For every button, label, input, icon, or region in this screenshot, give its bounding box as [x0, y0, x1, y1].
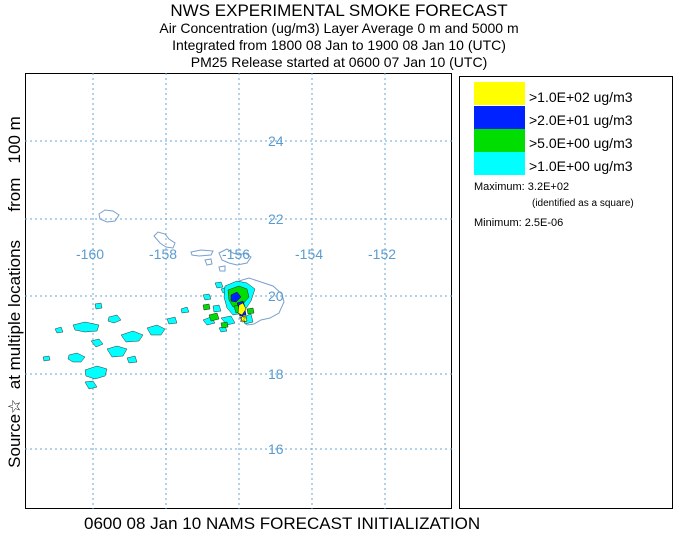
legend-label: >5.0E+00 ug/m3 — [529, 135, 633, 151]
legend-label: >1.0E+02 ug/m3 — [529, 89, 633, 105]
source-location-label: Source☆ at multiple locations from 100 m — [5, 116, 24, 468]
lat-label: 20 — [268, 288, 284, 304]
lanai-coast — [204, 258, 213, 266]
legend-panel: >1.0E+02 ug/m3 >2.0E+01 ug/m3 >5.0E+00 u… — [459, 76, 673, 509]
maximum-note: (identified as a square) — [532, 198, 634, 209]
source-star-icon: ☆ — [238, 314, 247, 325]
lon-label: -160 — [76, 246, 104, 262]
smoke-plume: ☆ — [42, 280, 256, 390]
oahu-coast — [153, 231, 176, 249]
lon-label: -158 — [149, 246, 177, 262]
legend-label: >2.0E+01 ug/m3 — [529, 112, 633, 128]
smoke-map: ☆ -160 -158 -156 -154 -152 24 22 20 18 1… — [25, 73, 452, 509]
lat-label: 22 — [268, 211, 284, 227]
legend-swatch-yellow — [474, 82, 525, 105]
lat-labels: 24 22 20 18 16 — [268, 133, 284, 457]
legend-swatch-cyan — [474, 152, 525, 175]
lat-label: 18 — [268, 366, 284, 382]
lon-label: -152 — [368, 246, 396, 262]
lat-label: 24 — [268, 133, 284, 149]
lon-label: -154 — [295, 246, 323, 262]
lon-label: -156 — [222, 246, 250, 262]
maximum-label: Maximum: — [474, 181, 525, 193]
kahoolawe-coast — [218, 265, 226, 272]
integration-period: Integrated from 1800 08 Jan to 1900 08 J… — [172, 37, 506, 53]
concentration-subtitle: Air Concentration (ug/m3) Layer Average … — [159, 20, 519, 36]
forecast-initialization: 0600 08 Jan 10 NAMS FORECAST INITIALIZAT… — [84, 514, 481, 533]
legend-swatch-green — [474, 129, 525, 152]
maximum-readout: Maximum: 3.2E+02 — [474, 181, 569, 193]
minimum-label: Minimum: — [474, 217, 522, 229]
lat-label: 16 — [268, 441, 284, 457]
molokai-coast — [190, 249, 214, 257]
release-start: PM25 Release started at 0600 07 Jan 10 (… — [190, 54, 488, 70]
forecast-title: NWS EXPERIMENTAL SMOKE FORECAST — [170, 1, 508, 20]
minimum-readout: Minimum: 2.5E-06 — [474, 217, 563, 229]
legend-swatch-blue — [474, 106, 525, 129]
kauai-coast — [98, 209, 120, 223]
legend-label: >1.0E+00 ug/m3 — [529, 158, 633, 174]
maximum-value: 3.2E+02 — [527, 181, 570, 193]
minimum-value: 2.5E-06 — [524, 217, 564, 229]
lon-labels: -160 -158 -156 -154 -152 — [76, 246, 396, 262]
maui-coast — [218, 248, 252, 266]
